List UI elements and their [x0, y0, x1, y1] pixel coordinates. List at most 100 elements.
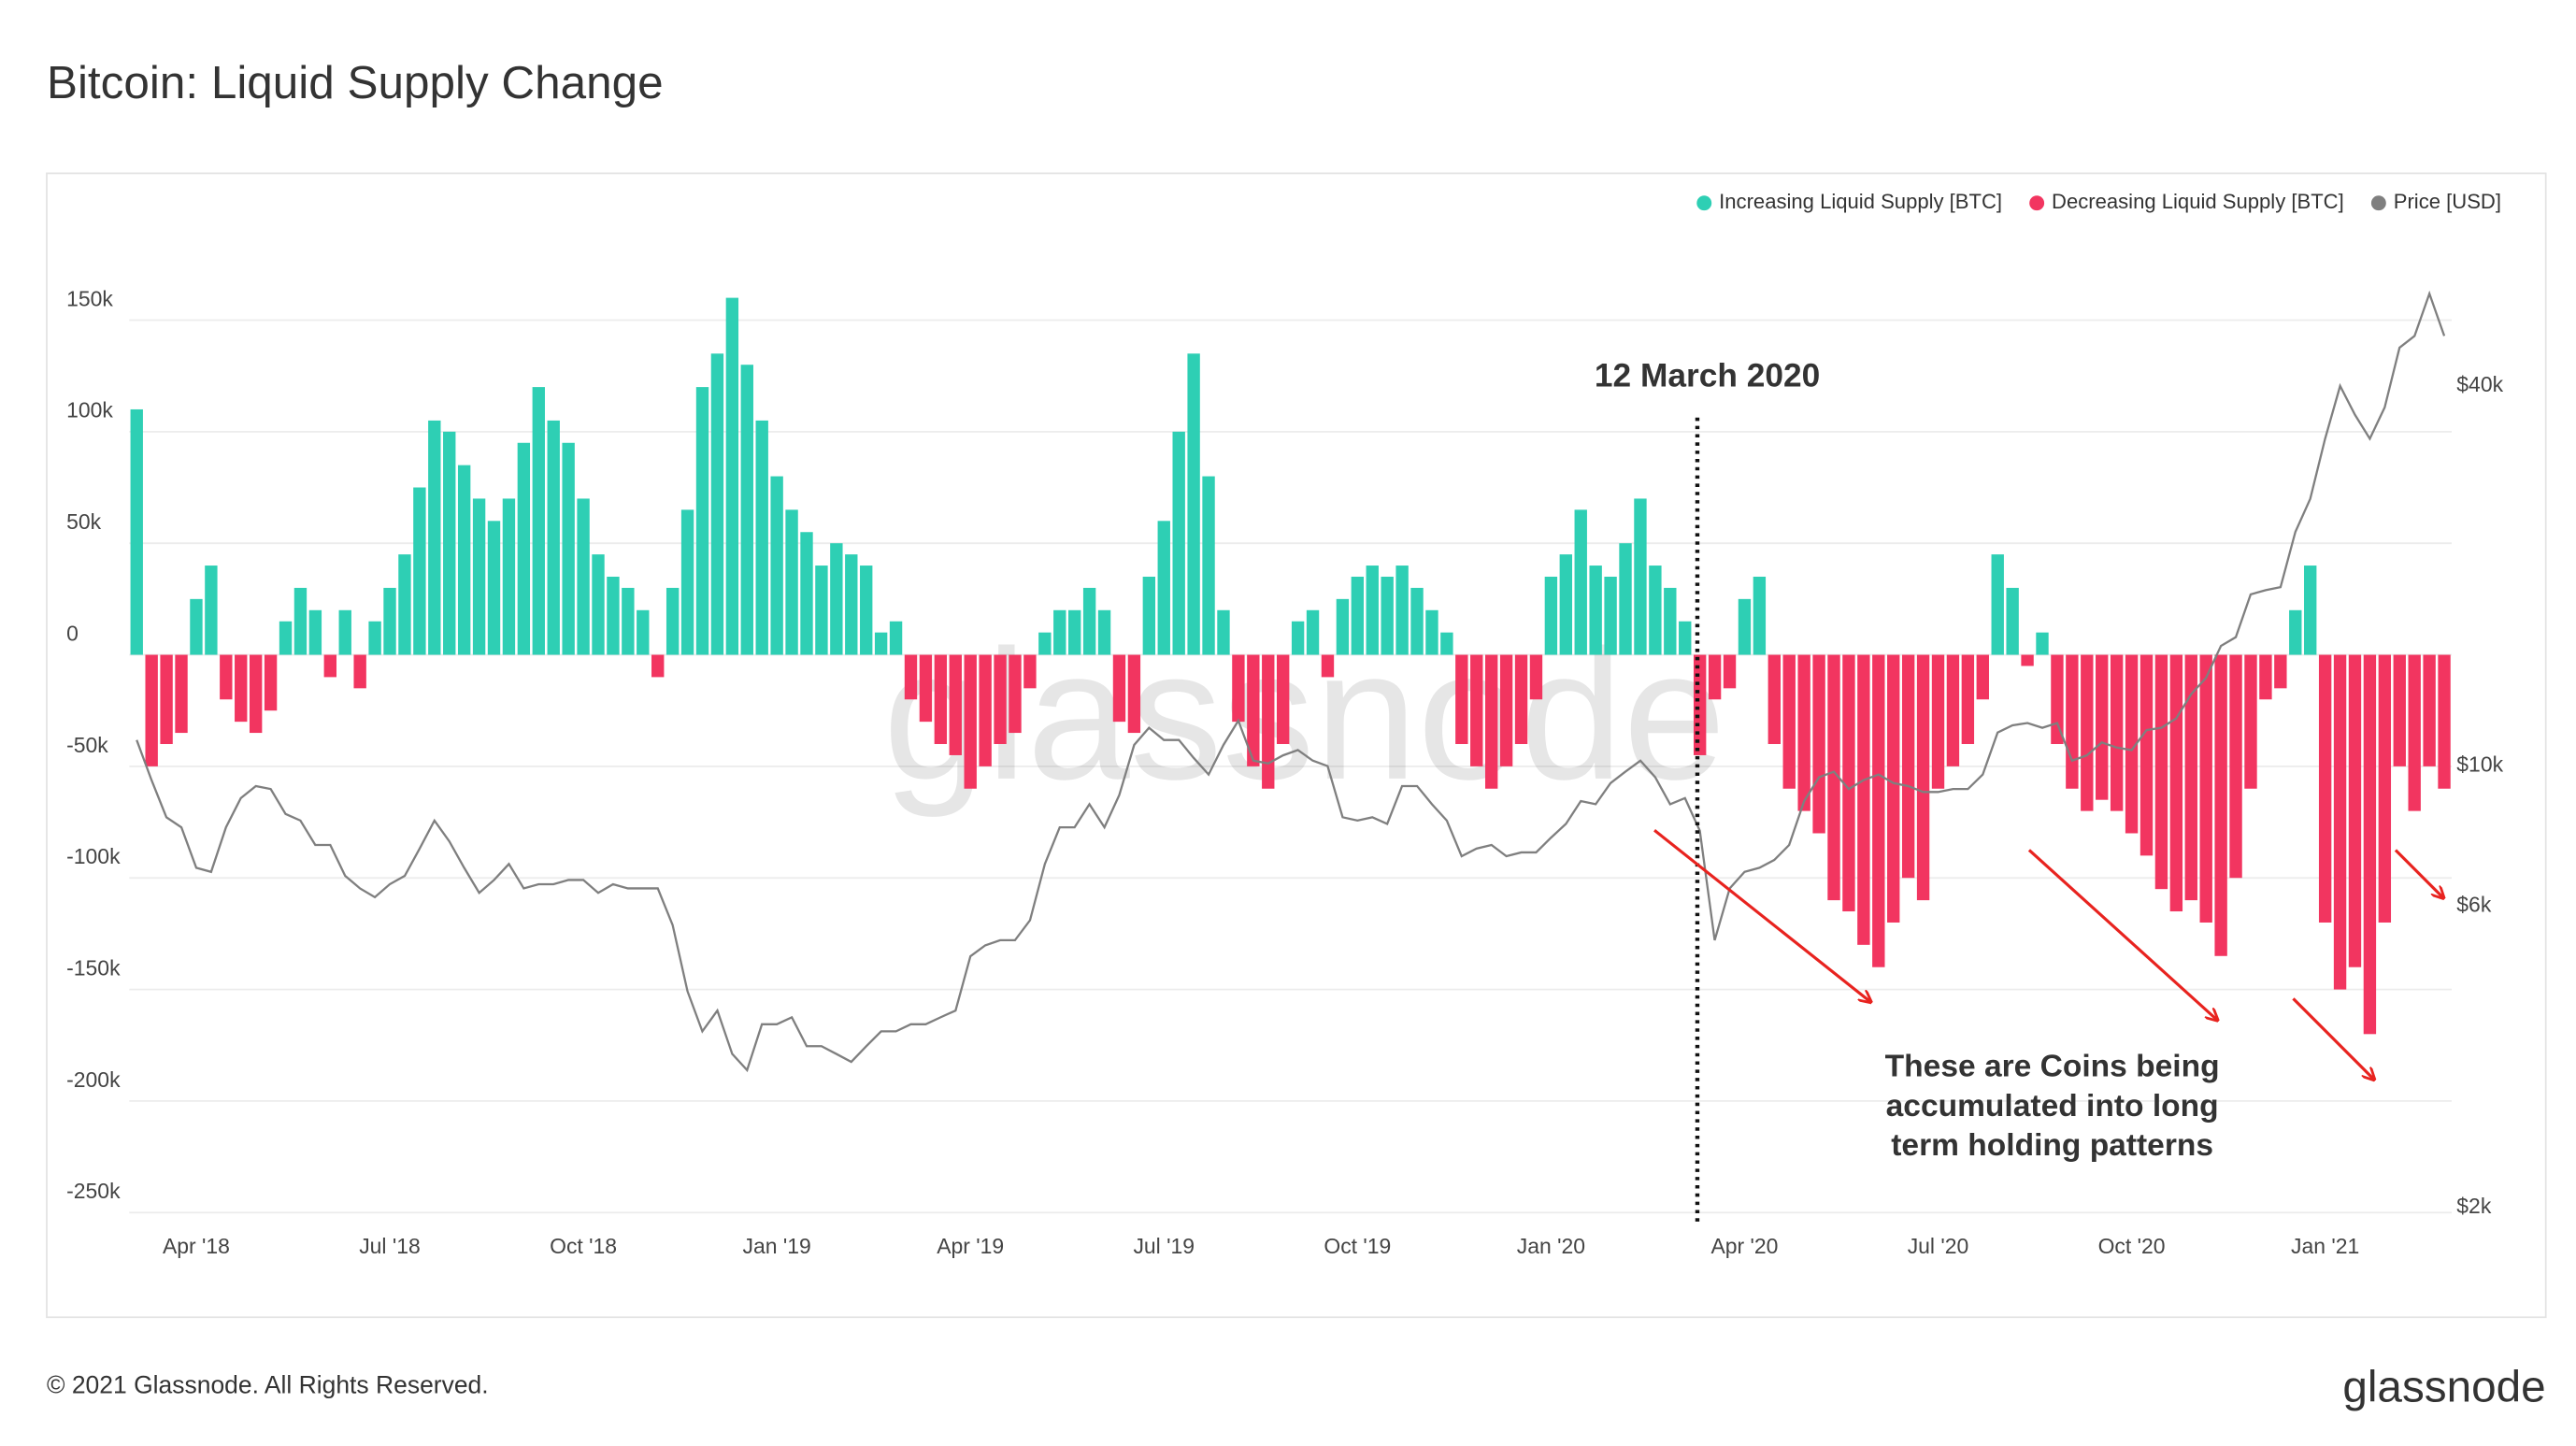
bar — [1276, 654, 1290, 745]
bar — [1842, 654, 1855, 912]
bar — [904, 654, 918, 700]
bar — [1247, 654, 1260, 766]
note-line: These are Coins being — [1885, 1049, 2220, 1083]
legend-label: Decreasing Liquid Supply [BTC] — [2052, 190, 2344, 213]
y-tick-label: 0 — [66, 621, 79, 645]
bar — [1767, 654, 1781, 745]
bar — [695, 387, 709, 655]
legend-marker — [2370, 195, 2386, 211]
bar — [279, 621, 293, 655]
bar — [1351, 576, 1365, 655]
bar — [2423, 654, 2436, 766]
bar — [1127, 654, 1141, 734]
bar — [145, 654, 158, 766]
bar — [592, 554, 605, 655]
bar — [964, 654, 977, 789]
bar — [1827, 654, 1840, 901]
y-tick-label: -200k — [66, 1067, 121, 1092]
bar — [1291, 621, 1305, 655]
bar — [264, 654, 278, 711]
bar — [502, 498, 516, 655]
lines — [136, 290, 2446, 1073]
legend-label: Price [USD] — [2394, 190, 2501, 213]
bar — [1187, 353, 1200, 655]
y-tick-label: 50k — [66, 509, 102, 534]
bar — [1634, 498, 1647, 655]
bar — [830, 543, 843, 655]
bar — [1619, 543, 1632, 655]
x-tick-label: Apr '20 — [1710, 1234, 1778, 1258]
bar — [607, 576, 620, 655]
x-tick-label: Jul '20 — [1908, 1234, 1969, 1258]
bar — [919, 654, 933, 723]
bar — [665, 587, 680, 655]
x-tick-label: Oct '20 — [2098, 1234, 2166, 1258]
bar — [1574, 509, 1587, 655]
bar — [249, 654, 263, 734]
bar — [1664, 587, 1677, 655]
bar — [1916, 654, 1930, 901]
bar — [1082, 587, 1096, 655]
bar — [979, 654, 992, 766]
bar — [220, 654, 233, 700]
bar — [2438, 654, 2451, 789]
bar — [2408, 654, 2421, 811]
bar — [2333, 654, 2347, 990]
x-tick-label: Jan '19 — [743, 1234, 811, 1258]
bar — [1395, 566, 1409, 655]
bar — [1738, 598, 1752, 655]
bar — [1589, 566, 1602, 655]
chart-frame — [46, 172, 2547, 1319]
bar — [293, 587, 308, 655]
bar — [785, 509, 798, 655]
x-tick-label: Apr '19 — [937, 1234, 1004, 1258]
bar — [1440, 632, 1453, 655]
bar — [2110, 654, 2124, 811]
bar — [710, 353, 724, 655]
x-tick-label: Jan '21 — [2291, 1234, 2359, 1258]
bar — [1112, 654, 1126, 723]
bar — [1649, 566, 1662, 655]
bar — [2169, 654, 2183, 912]
bar — [1544, 576, 1558, 655]
bar — [725, 297, 739, 655]
bar — [1470, 654, 1483, 766]
bar — [800, 532, 813, 655]
bar — [130, 408, 143, 655]
note-line: term holding patterns — [1891, 1128, 2213, 1163]
bar — [1142, 576, 1156, 655]
price-line — [136, 290, 2446, 1073]
bar — [1514, 654, 1528, 745]
bar — [1946, 654, 1960, 766]
legend-marker — [1696, 195, 1712, 211]
bar — [934, 654, 948, 745]
bar — [1217, 609, 1230, 655]
bar — [562, 442, 575, 655]
bar — [1366, 566, 1379, 655]
bar — [443, 431, 456, 655]
bar — [1693, 654, 1707, 755]
bar — [1262, 654, 1275, 789]
x-tick-label: Jul '19 — [1133, 1234, 1195, 1258]
bar — [2244, 654, 2257, 789]
bar — [2289, 609, 2302, 655]
bar — [1857, 654, 1870, 945]
bar — [1723, 654, 1737, 689]
bar — [1753, 576, 1767, 655]
bar — [2140, 654, 2154, 856]
bar — [2081, 654, 2094, 811]
bar — [1931, 654, 1945, 789]
y-tick-label: -100k — [66, 844, 121, 868]
bar — [2096, 654, 2109, 800]
x-tick-label: Apr '18 — [163, 1234, 230, 1258]
bar — [1455, 654, 1468, 745]
bar — [2021, 654, 2034, 666]
bar — [235, 654, 248, 723]
bar — [1708, 654, 1722, 700]
bar — [338, 609, 351, 655]
bar — [2259, 654, 2272, 700]
y2-tick-label: $2k — [2456, 1194, 2492, 1218]
arrows — [1653, 829, 2443, 1080]
bar — [1604, 576, 1617, 655]
